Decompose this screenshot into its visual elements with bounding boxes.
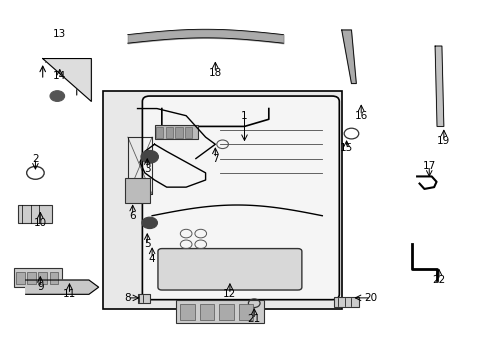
Text: 21: 21 [247,314,260,324]
Text: 7: 7 [212,154,218,163]
Text: 1: 1 [241,111,247,121]
Text: 3: 3 [143,164,150,174]
Text: 5: 5 [143,239,150,249]
Text: 14: 14 [53,71,66,81]
Bar [219,304,233,320]
Polygon shape [434,46,443,126]
Polygon shape [341,30,356,84]
Polygon shape [26,280,99,294]
Bar [49,272,58,284]
Text: 6: 6 [129,211,136,221]
Text: 15: 15 [339,143,352,153]
Circle shape [142,217,157,229]
Bar [238,304,253,320]
Bar [180,304,195,320]
Circle shape [50,91,64,102]
Bar [19,205,52,223]
FancyBboxPatch shape [158,249,301,290]
Bar [165,127,173,138]
Text: 13: 13 [53,28,66,39]
Bar [175,127,183,138]
Bar [103,91,341,309]
FancyBboxPatch shape [142,96,339,300]
Bar [156,127,163,138]
Text: 8: 8 [124,293,131,303]
Text: 2: 2 [32,154,39,163]
Text: 17: 17 [422,161,435,171]
Text: 19: 19 [436,136,449,146]
Text: 10: 10 [34,218,47,228]
Bar [334,297,358,307]
Bar [27,272,36,284]
Bar [176,300,264,323]
Text: 16: 16 [354,111,367,121]
Bar [16,272,25,284]
Text: 22: 22 [431,275,445,285]
Bar [185,127,192,138]
Text: 9: 9 [37,282,43,292]
Text: 4: 4 [148,253,155,264]
Text: 11: 11 [62,289,76,299]
Bar [14,267,62,287]
Circle shape [141,150,158,163]
Bar [200,304,214,320]
Text: 20: 20 [364,293,377,303]
Bar [38,272,47,284]
Bar [125,178,149,203]
Bar [154,125,198,139]
Polygon shape [42,59,91,102]
Text: 18: 18 [208,68,222,78]
Bar [137,294,149,303]
Text: 12: 12 [223,289,236,299]
